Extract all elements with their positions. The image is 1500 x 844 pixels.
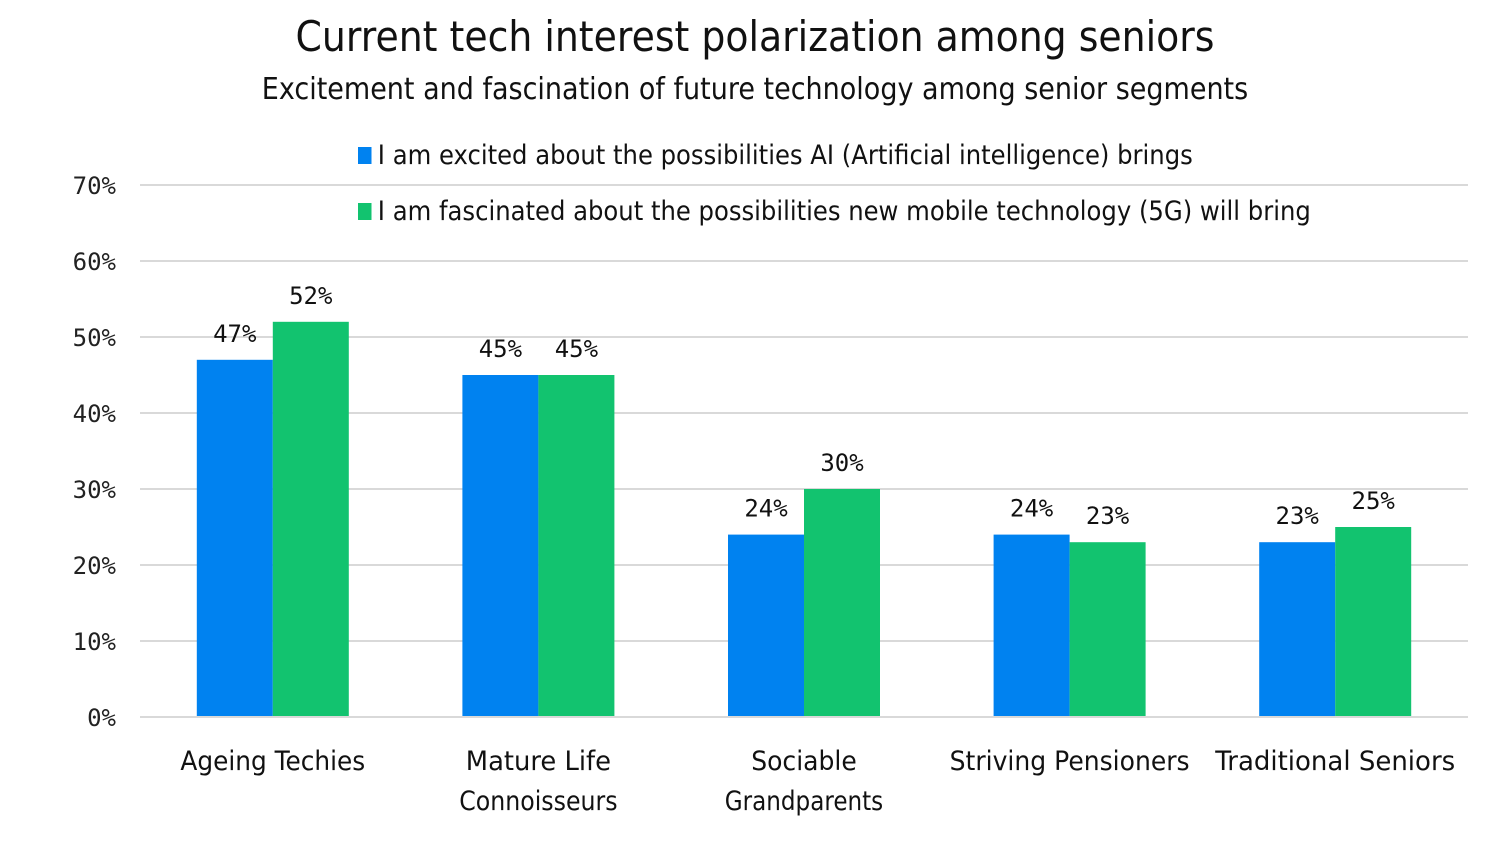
data-label: 25%: [1352, 487, 1396, 515]
bar: [196, 359, 273, 717]
legend-item-ai: I am excited about the possibilities AI …: [358, 140, 1193, 171]
legend-label-ai: I am excited about the possibilities AI …: [377, 140, 1193, 171]
bar: [272, 321, 349, 717]
y-tick-label: 0%: [87, 704, 116, 732]
x-tick-label: Connoisseurs: [459, 786, 617, 817]
data-label: 30%: [820, 449, 864, 477]
data-label: 24%: [1010, 495, 1054, 523]
legend-swatch-5g: [358, 203, 372, 220]
bar: [1259, 542, 1336, 717]
data-label: 45%: [479, 335, 523, 363]
legend-swatch-ai: [358, 147, 372, 164]
data-label: 52%: [289, 282, 333, 310]
chart-subtitle: Excitement and fascination of future tec…: [261, 72, 1249, 107]
bar: [462, 375, 539, 717]
legend-item-5g: I am fascinated about the possibilities …: [358, 196, 1311, 227]
data-label: 23%: [1086, 502, 1130, 530]
bar: [993, 534, 1070, 717]
bar: [728, 534, 804, 717]
x-tick-label: Ageing Techies: [180, 746, 365, 777]
y-tick-label: 30%: [73, 476, 117, 504]
y-tick-label: 50%: [73, 324, 117, 352]
bar: [804, 489, 880, 717]
bar: [538, 375, 615, 717]
bar: [1335, 527, 1412, 717]
y-tick-label: 40%: [73, 400, 117, 428]
x-tick-label: Traditional Seniors: [1214, 746, 1455, 777]
y-tick-label: 10%: [73, 628, 117, 656]
data-label: 47%: [213, 320, 257, 348]
y-tick-label: 70%: [73, 172, 117, 200]
data-label: 23%: [1276, 502, 1320, 530]
y-tick-label: 20%: [73, 552, 117, 580]
x-tick-label: Striving Pensioners: [950, 746, 1190, 777]
y-tick-label: 60%: [73, 248, 117, 276]
x-tick-label: Sociable: [751, 746, 857, 777]
chart-title: Current tech interest polarization among…: [295, 12, 1215, 61]
bar: [1069, 542, 1146, 717]
data-label: 45%: [555, 335, 599, 363]
data-label: 24%: [744, 495, 788, 523]
x-tick-label: Grandparents: [725, 786, 883, 817]
legend-label-5g: I am fascinated about the possibilities …: [377, 196, 1311, 227]
x-tick-label: Mature Life: [466, 746, 611, 777]
